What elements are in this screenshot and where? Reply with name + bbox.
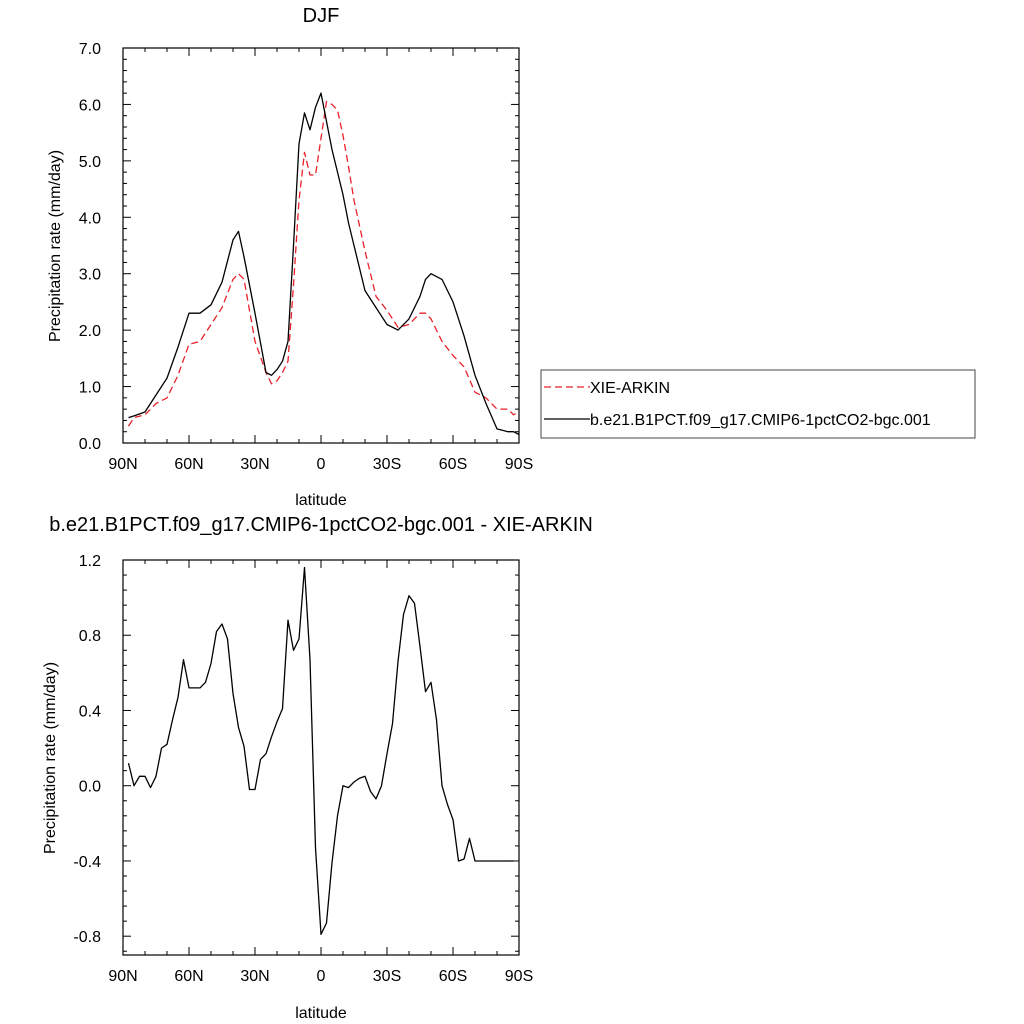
top-y-tick-label: 2.0 (79, 323, 101, 340)
legend-box (540, 369, 976, 439)
bottom-plot-frame (122, 559, 520, 956)
top-x-tick-label: 30S (373, 456, 401, 473)
bottom-x-tick-label: 0 (317, 968, 326, 985)
bottom-chart-title: b.e21.B1PCT.f09_g17.CMIP6-1pctCO2-bgc.00… (49, 514, 593, 536)
top-y-tick-label: 5.0 (79, 154, 101, 171)
bottom-x-tick-label: 90N (108, 968, 137, 985)
top-axis-ticks: 90N 60N 30N 0 30S 60S 90S 0.0 1.0 2.0 3.0 4.0 5.0 6.0… (79, 41, 533, 473)
top-y-tick-label: 6.0 (79, 97, 101, 114)
bottom-axis-ticks: 90N 60N 30N 0 30S 60S 90S -0.8 -0.4 0.0 0.4 0.8 1.2 (73, 553, 533, 985)
top-chart: DJF 90N 60N 30N 0 30S 60S 90S 0.0 1.0 2.0 3.0 4.0 5.… (47, 5, 976, 509)
bottom-series-line-0 (127, 566, 514, 935)
top-series-group (127, 92, 520, 436)
top-y-tick-label: 4.0 (79, 210, 101, 227)
top-x-tick-label: 0 (317, 456, 326, 473)
top-y-tick-label: 1.0 (79, 380, 101, 397)
legend-label-model: b.e21.B1PCT.f09_g17.CMIP6-1pctCO2-bgc.00… (590, 412, 931, 429)
bottom-y-tick-label: 1.2 (79, 553, 101, 570)
bottom-x-tick-label: 60N (174, 968, 203, 985)
bottom-chart: b.e21.B1PCT.f09_g17.CMIP6-1pctCO2-bgc.00… (42, 514, 593, 1022)
bottom-x-tick-label: 30N (240, 968, 269, 985)
top-y-tick-label: 7.0 (79, 41, 101, 58)
bottom-y-axis-title: Precipitation rate (mm/day) (42, 662, 59, 854)
top-x-tick-label: 60N (174, 456, 203, 473)
bottom-y-tick-label: -0.8 (73, 929, 101, 946)
top-x-tick-label: 90N (108, 456, 137, 473)
top-x-tick-label: 90S (505, 456, 533, 473)
top-plot-frame (122, 47, 520, 444)
bottom-x-axis-title: latitude (295, 1005, 347, 1022)
top-x-tick-label: 30N (240, 456, 269, 473)
bottom-x-tick-label: 60S (439, 968, 467, 985)
legend-label-xie-arkin: XIE-ARKIN (590, 380, 670, 397)
legend: XIE-ARKIN b.e21.B1PCT.f09_g17.CMIP6-1pct… (540, 369, 976, 439)
top-y-tick-label: 3.0 (79, 267, 101, 284)
bottom-y-tick-label: 0.4 (79, 703, 101, 720)
bottom-y-tick-label: -0.4 (73, 854, 101, 871)
top-y-axis-title: Precipitation rate (mm/day) (47, 150, 64, 342)
top-chart-title: DJF (303, 5, 340, 27)
bottom-series-group (127, 566, 514, 935)
top-y-tick-label: 0.0 (79, 436, 101, 453)
bottom-x-tick-label: 30S (373, 968, 401, 985)
top-x-axis-title: latitude (295, 492, 347, 509)
bottom-y-tick-label: 0.8 (79, 628, 101, 645)
top-series-line-0 (127, 100, 520, 427)
top-x-tick-label: 60S (439, 456, 467, 473)
bottom-y-tick-label: 0.0 (79, 779, 101, 796)
bottom-x-tick-label: 90S (505, 968, 533, 985)
top-series-line-1 (128, 92, 520, 436)
